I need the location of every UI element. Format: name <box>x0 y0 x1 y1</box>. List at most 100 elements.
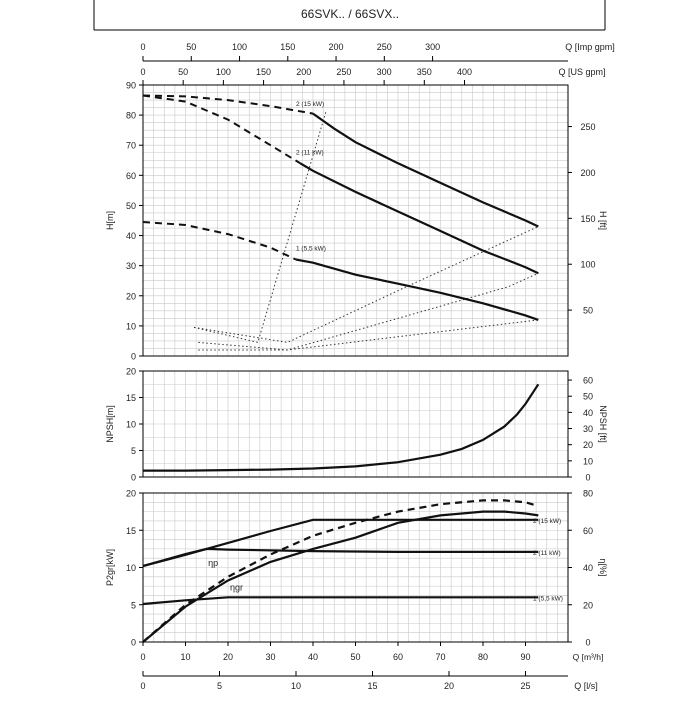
power-ylabel: P2gr[kW] <box>105 549 115 586</box>
head-border <box>142 84 569 357</box>
us-tick-label: 0 <box>140 67 145 77</box>
power-ytick-label: 10 <box>126 563 136 573</box>
head-ytick-label: 30 <box>126 261 136 271</box>
head-ytick-label: 20 <box>126 291 136 301</box>
imp-tick-label: 150 <box>280 42 295 52</box>
power-ytick-label: 15 <box>126 526 136 536</box>
head-curve-dashed <box>142 94 314 115</box>
power-curve <box>142 596 539 606</box>
npsh-ytick-right-label: 10 <box>583 456 593 466</box>
imp-axis-label: Q [Imp gpm] <box>565 42 615 52</box>
lps-tick-label: 0 <box>140 681 145 691</box>
npsh-ytick-right-label: 30 <box>583 424 593 434</box>
imp-tick-label: 100 <box>232 42 247 52</box>
head-ytick-label: 70 <box>126 141 136 151</box>
head-curve <box>295 258 539 321</box>
power-frame <box>142 492 569 643</box>
x-tick-label: 30 <box>265 652 275 662</box>
head-ytick-right-label: 50 <box>583 306 593 316</box>
power-ytick-label: 20 <box>126 489 136 499</box>
head-ylabel-right: H [ft] <box>598 211 608 230</box>
head-ytick-right-label: 100 <box>580 260 595 270</box>
lps-tick-label: 20 <box>444 681 454 691</box>
npsh-ytick-right-label: 60 <box>583 376 593 386</box>
x-axis-label: Q [m³/h] <box>573 652 604 662</box>
system-curve <box>198 319 539 351</box>
imp-tick-label: 250 <box>377 42 392 52</box>
x-tick-label: 0 <box>140 652 145 662</box>
us-axis-label: Q [US gpm] <box>558 67 605 77</box>
power-ytick-right-label: 60 <box>583 526 593 536</box>
npsh-ytick-label: 20 <box>126 367 136 377</box>
npsh-ytick-right-label: 40 <box>583 408 593 418</box>
npsh-ytick-label: 15 <box>126 393 136 403</box>
system-curve <box>193 226 539 343</box>
eta-p-label: ηp <box>208 558 218 568</box>
us-tick-label: 150 <box>256 67 271 77</box>
power-ytick-label: 0 <box>131 638 136 648</box>
power-ylabel-right: η[%] <box>598 558 608 576</box>
page-title: 66SVK.. / 66SVX.. <box>301 7 399 21</box>
x-tick-label: 10 <box>180 652 190 662</box>
npsh-ytick-label: 0 <box>131 473 136 483</box>
npsh-ytick-right-label: 20 <box>583 440 593 450</box>
npsh-ytick-label: 10 <box>126 420 136 430</box>
npsh-ytick-label: 5 <box>131 446 136 456</box>
head-curve-label: 2 (15 kW) <box>296 101 324 108</box>
lps-tick-label: 5 <box>217 681 222 691</box>
lps-tick-label: 10 <box>291 681 301 691</box>
us-tick-label: 50 <box>178 67 188 77</box>
us-tick-label: 400 <box>457 67 472 77</box>
npsh-ytick-right-label: 0 <box>585 473 590 483</box>
head-curve-label: 1 (5,5 kW) <box>296 246 326 253</box>
lps-tick-label: 15 <box>367 681 377 691</box>
head-ytick-right-label: 200 <box>580 168 595 178</box>
plots-layer: 0 50 100 150 200 250 300 Q [Imp gpm]0 50 100 150 20… <box>105 42 615 691</box>
power-ytick-right-label: 0 <box>585 638 590 648</box>
us-tick-label: 200 <box>296 67 311 77</box>
imp-tick-label: 200 <box>329 42 344 52</box>
head-curve <box>299 162 539 275</box>
power-curve-label: 2 (15 kW) <box>533 518 561 525</box>
imp-tick-label: 0 <box>140 42 145 52</box>
head-frame <box>142 84 569 357</box>
head-curve-dashed <box>142 221 297 261</box>
us-tick-label: 350 <box>417 67 432 77</box>
head-curve-dashed <box>142 94 301 165</box>
npsh-frame <box>142 370 569 478</box>
power-ytick-right-label: 40 <box>583 563 593 573</box>
x-tick-label: 90 <box>520 652 530 662</box>
imp-tick-label: 50 <box>186 42 196 52</box>
x-tick-label: 20 <box>223 652 233 662</box>
imp-tick-label: 300 <box>425 42 440 52</box>
power-curve <box>142 518 539 568</box>
x-tick-label: 60 <box>393 652 403 662</box>
x-tick-label: 70 <box>435 652 445 662</box>
head-ytick-right-label: 250 <box>580 122 595 132</box>
power-curve <box>142 547 539 568</box>
power-curve-label: 2 (11 kW) <box>533 550 561 557</box>
efficiency-curve <box>142 510 539 643</box>
npsh-ylabel-right: NPSH [ft] <box>598 405 608 443</box>
lps-axis-label: Q [l/s] <box>574 681 598 691</box>
head-ytick-label: 0 <box>131 352 136 362</box>
x-tick-label: 50 <box>350 652 360 662</box>
npsh-ylabel: NPSH[m] <box>105 405 115 443</box>
power-ytick-right-label: 20 <box>583 600 593 610</box>
power-ytick-label: 5 <box>131 600 136 610</box>
power-ytick-right-label: 80 <box>583 489 593 499</box>
efficiency-curve <box>142 499 539 643</box>
head-curve <box>312 112 539 228</box>
head-ytick-right-label: 150 <box>580 214 595 224</box>
system-curve <box>198 272 539 351</box>
head-ytick-label: 60 <box>126 171 136 181</box>
head-ytick-label: 40 <box>126 231 136 241</box>
eta-gr-label: ηgr <box>230 583 243 593</box>
power-curve-label: 1 (5,5 kW) <box>533 595 563 602</box>
us-tick-label: 100 <box>216 67 231 77</box>
head-ytick-label: 90 <box>126 81 136 91</box>
head-ytick-label: 50 <box>126 201 136 211</box>
lps-tick-label: 25 <box>520 681 530 691</box>
